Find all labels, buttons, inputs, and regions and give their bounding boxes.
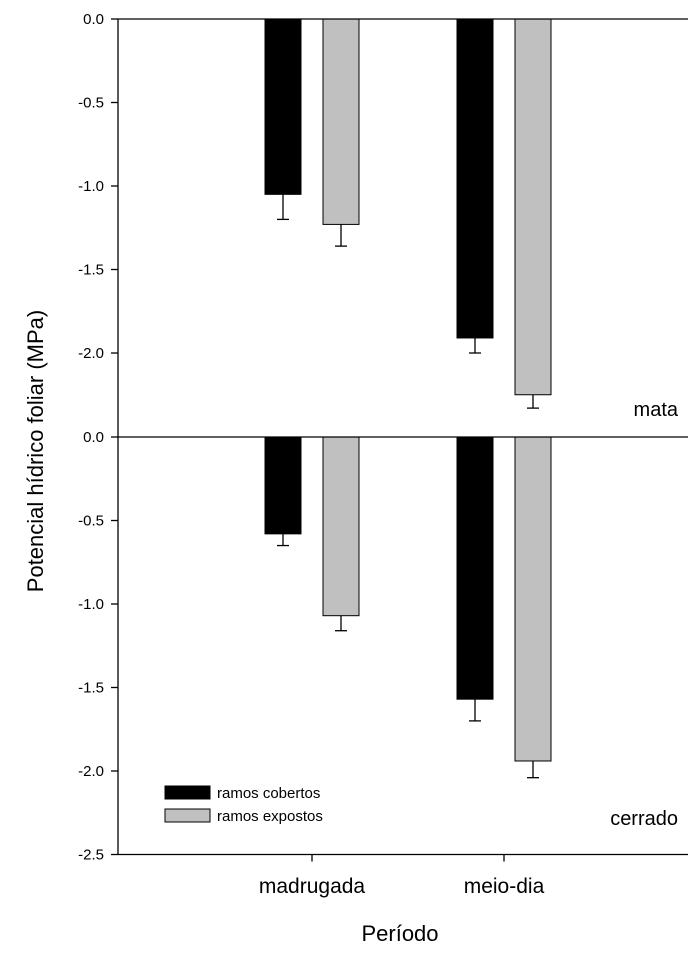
y-tick-label-mata--1.5: -1.5 xyxy=(78,262,104,279)
panel-mata: 0.0 -0.5 -1.0 -1.5 -2.0 xyxy=(78,11,688,437)
category-label-madrugada: madrugada xyxy=(259,875,366,898)
legend-swatch-ramos-expostos xyxy=(164,808,211,823)
y-tick-label-cerrado--2.0: -2.0 xyxy=(78,763,104,780)
legend-label-ramos-cobertos: ramos cobertos xyxy=(217,785,320,802)
y-tick-label-cerrado--1.0: -1.0 xyxy=(78,596,104,613)
bar-mata-madrugada-ramos-expostos xyxy=(322,18,360,225)
bar-cerrado-madrugada-ramos-expostos xyxy=(322,436,360,617)
y-tick-label-cerrado--2.5: -2.5 xyxy=(78,847,104,864)
y-tick-label-cerrado--1.5: -1.5 xyxy=(78,680,104,697)
legend-label-ramos-expostos: ramos expostos xyxy=(217,808,323,825)
bar-cerrado-meio-dia-ramos-cobertos xyxy=(456,436,494,700)
bar-mata-meio-dia-ramos-expostos xyxy=(514,18,552,396)
bar-cerrado-meio-dia-ramos-expostos xyxy=(514,436,552,762)
panel-label-mata: mata xyxy=(634,399,679,421)
panels-layer: 0.0 -0.5 -1.0 -1.5 -2.0 0.0 -0.5 -1.0 -1.5 -2.0 -2… xyxy=(78,11,688,864)
category-label-meio-dia: meio-dia xyxy=(464,875,545,898)
y-axis-title: Potencial hídrico foliar (MPa) xyxy=(23,310,48,592)
y-tick-label-mata--2.0: -2.0 xyxy=(78,345,104,362)
bar-cerrado-madrugada-ramos-cobertos xyxy=(264,436,302,535)
y-tick-label-mata-0.0: 0.0 xyxy=(83,11,104,28)
legend: ramos cobertos ramos expostos xyxy=(164,785,323,825)
y-tick-label-cerrado-0.0: 0.0 xyxy=(83,429,104,446)
bar-mata-meio-dia-ramos-cobertos xyxy=(456,18,494,339)
bar-mata-madrugada-ramos-cobertos xyxy=(264,18,302,195)
panel-cerrado: 0.0 -0.5 -1.0 -1.5 -2.0 -2.5 xyxy=(78,429,688,864)
y-tick-label-mata--0.5: -0.5 xyxy=(78,95,104,112)
legend-swatch-ramos-cobertos xyxy=(164,785,211,800)
y-tick-label-cerrado--0.5: -0.5 xyxy=(78,513,104,530)
x-axis-title: Período xyxy=(361,921,438,946)
y-tick-label-mata--1.0: -1.0 xyxy=(78,178,104,195)
panel-label-cerrado: cerrado xyxy=(610,808,678,830)
